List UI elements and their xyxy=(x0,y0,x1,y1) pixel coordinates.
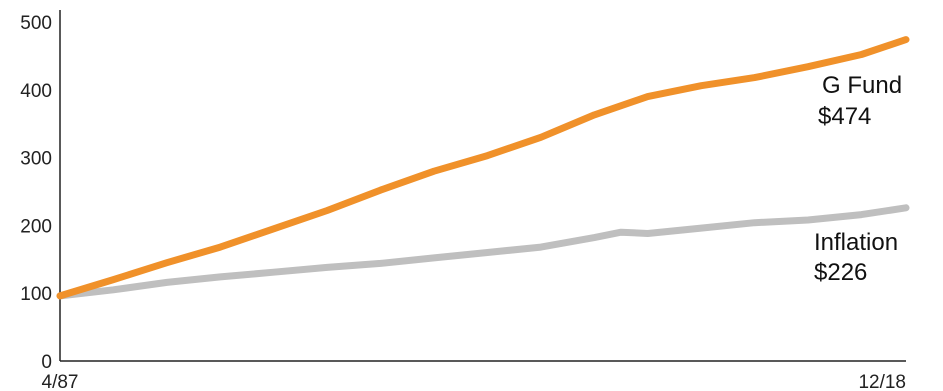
y-tick-label: 500 xyxy=(20,13,52,34)
series-label-inflation: Inflation xyxy=(814,229,898,256)
y-tick-label: 400 xyxy=(20,81,52,102)
y-tick-label: 300 xyxy=(20,149,52,170)
series-line-inflation xyxy=(56,204,910,300)
series-value-inflation: $226 xyxy=(814,259,867,286)
series-label-g-fund: G Fund xyxy=(822,72,902,99)
y-tick-label: 100 xyxy=(20,284,52,305)
y-tick-label: 200 xyxy=(20,216,52,237)
series-value-g-fund: $474 xyxy=(818,103,871,130)
x-tick-end: 12/18 xyxy=(858,372,906,391)
series-lines xyxy=(56,36,910,300)
series-line-g-fund xyxy=(56,36,910,300)
y-tick-labels: 0 100 200 300 400 500 xyxy=(20,13,52,373)
x-tick-start: 4/87 xyxy=(42,372,79,391)
y-tick-label: 0 xyxy=(41,352,52,373)
